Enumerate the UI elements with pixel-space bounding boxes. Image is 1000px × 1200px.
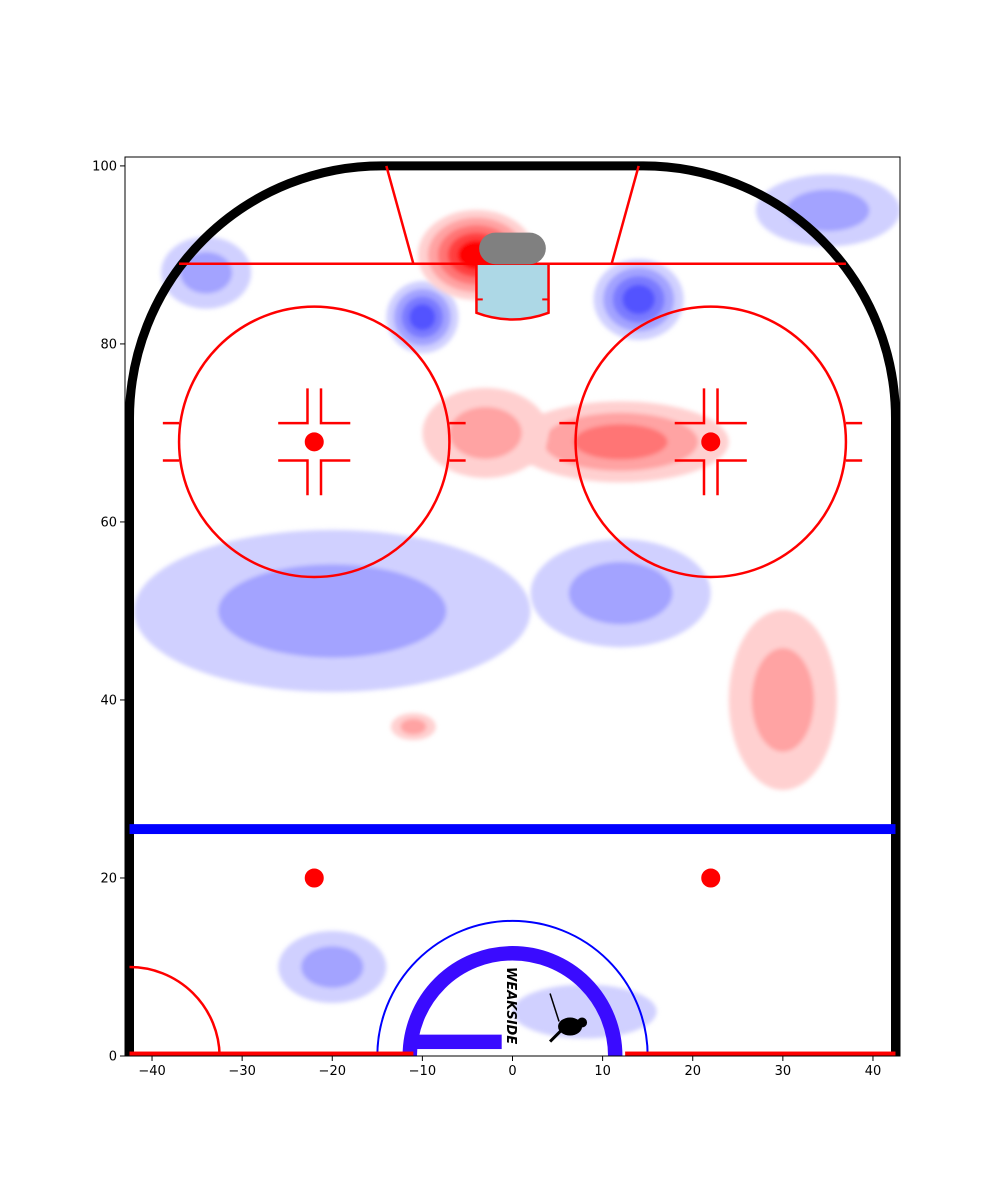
- logo-player-stick: [549, 993, 560, 1022]
- faceoff-l-mark-1-3: [716, 459, 747, 496]
- x-tick-label-4: 0: [508, 1064, 516, 1079]
- x-tick-label-0: −40: [138, 1064, 165, 1079]
- faceoff-dot-1: [701, 432, 721, 452]
- positive-region-1-level-2: [573, 424, 668, 460]
- x-tick-label-2: −20: [319, 1064, 346, 1079]
- logo-player-icon: [549, 993, 588, 1043]
- negative-region-4-level-1: [301, 946, 364, 988]
- positive-region-4: [390, 713, 436, 741]
- negative-region-1-level-3: [622, 284, 655, 315]
- faceoff-circle-0: [177, 305, 451, 579]
- heatmap-layer: [134, 174, 900, 1039]
- logo-text: WEAKSIDE: [503, 967, 518, 1044]
- positive-region-2-level-1: [449, 407, 522, 459]
- faceoff-l-mark-0-0: [278, 388, 309, 425]
- positive-region-4-level-1: [400, 718, 427, 735]
- positive-region-3: [728, 609, 837, 791]
- goal-net: [479, 232, 546, 265]
- y-tick-label-0: 0: [109, 1050, 117, 1065]
- trapezoid-right: [610, 165, 640, 265]
- negative-region-7-level-1: [180, 251, 233, 294]
- center-red-line-left: [129, 1051, 414, 1056]
- x-tick-label-3: −10: [409, 1064, 436, 1079]
- faceoff-dot-0: [304, 432, 324, 452]
- trapezoid-left: [385, 165, 415, 265]
- negative-region-3-level-1: [568, 562, 673, 625]
- blue-line: [129, 824, 896, 835]
- x-tick-label-6: 20: [684, 1064, 701, 1079]
- y-tick-label-2: 40: [100, 693, 117, 708]
- negative-region-0-level-3: [409, 304, 436, 331]
- negative-region-5: [512, 984, 657, 1039]
- faceoff-l-mark-1-2: [674, 459, 706, 496]
- logo-player-head: [577, 1017, 588, 1028]
- x-tick-label-1: −30: [228, 1064, 255, 1079]
- axes-layer: −40 −30 −20 −10 0 10 20 30 40 0 20 40 60 80 100: [92, 159, 881, 1079]
- negative-region-4: [278, 930, 387, 1004]
- negative-region-2: [134, 529, 531, 693]
- neutral-dot-1: [701, 868, 721, 888]
- negative-region-0: [386, 281, 459, 354]
- faceoff-circle-1: [574, 305, 848, 579]
- boards: [125, 161, 900, 1056]
- y-tick-label-5: 100: [92, 159, 117, 174]
- faceoff-l-mark-1-1: [716, 388, 747, 425]
- logo-player-body: [558, 1017, 583, 1036]
- y-tick-label-4: 80: [100, 337, 117, 352]
- positive-region-1: [512, 401, 729, 483]
- negative-region-7: [161, 236, 252, 309]
- goal-crease: [475, 262, 550, 321]
- negative-region-5-level-0: [512, 984, 657, 1039]
- center-red-line-right: [625, 1051, 896, 1056]
- rink-layer: WEAKSIDE: [125, 161, 900, 1056]
- x-tick-label-5: 10: [594, 1064, 611, 1079]
- negative-region-3: [530, 539, 711, 648]
- x-tick-label-8: 40: [865, 1064, 882, 1079]
- neutral-dot-0: [304, 868, 324, 888]
- faceoff-l-mark-1-0: [674, 388, 706, 425]
- y-tick-label-3: 60: [100, 515, 117, 530]
- logo-bar: [409, 1034, 502, 1050]
- referee-crease: [129, 965, 221, 1056]
- center-ice-circle: [376, 919, 649, 1056]
- positive-region-3-level-1: [751, 648, 814, 752]
- negative-region-6: [755, 174, 900, 247]
- faceoff-l-mark-0-1: [319, 388, 351, 425]
- faceoff-l-mark-0-2: [278, 459, 309, 496]
- negative-region-2-level-1: [218, 564, 447, 658]
- positive-region-2: [422, 387, 549, 478]
- faceoff-l-mark-0-3: [319, 459, 351, 496]
- logo-ring: [402, 946, 623, 1056]
- x-tick-label-7: 30: [775, 1064, 792, 1079]
- negative-region-1: [593, 258, 684, 340]
- y-tick-label-1: 20: [100, 871, 117, 886]
- logo-player-leg: [549, 1028, 564, 1043]
